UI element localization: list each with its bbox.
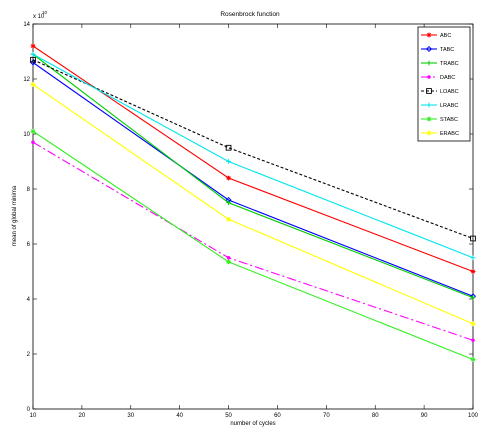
y-tick-label: 8 [27, 187, 31, 193]
y-tick-label: 0 [27, 407, 31, 413]
data-point [225, 144, 232, 151]
legend-box [417, 26, 471, 142]
chart-title: Rosenbrock function [220, 11, 280, 18]
legend-item: STABC [421, 116, 458, 123]
y-tick-label: 6 [27, 242, 31, 248]
legend-item: TABC [421, 45, 454, 53]
data-point [226, 216, 231, 222]
data-point [226, 200, 231, 206]
legend-marker [426, 102, 432, 108]
x-tick-label: 50 [225, 413, 232, 419]
data-point [30, 82, 36, 87]
data-point [470, 357, 476, 362]
data-point [226, 159, 231, 164]
x-tick-label: 40 [176, 413, 183, 419]
y-tick-label: 12 [23, 77, 30, 83]
data-point [471, 338, 475, 343]
legend-marker [426, 60, 432, 66]
series-erabc [30, 82, 476, 327]
x-axis-label: number of cycles [230, 421, 275, 427]
data-point [470, 321, 476, 327]
series-layer [29, 43, 477, 362]
series-line [32, 59, 474, 240]
data-point [30, 51, 36, 57]
series-line [32, 62, 474, 297]
x-tick-label: 60 [274, 413, 281, 419]
x-tick-label: 30 [127, 413, 134, 419]
x-axis: 10 20 30 40 50 60 70 80 90 100 [30, 24, 479, 419]
legend-label: LOABC [440, 89, 459, 95]
legend-marker [426, 88, 432, 94]
legend-label: TRABC [440, 61, 459, 67]
data-point [226, 259, 231, 265]
exponent-base: x 10 [33, 14, 45, 20]
x-tick-label: 90 [421, 413, 428, 419]
legend-item: LOABC [421, 88, 459, 95]
data-point [470, 255, 476, 261]
exponent-label: x 10 10 [33, 10, 48, 20]
data-point [31, 140, 35, 145]
data-point [470, 269, 476, 274]
data-point [470, 235, 476, 242]
legend-marker [426, 32, 432, 38]
legend: ABC TABC TRABC DABC LOABC LRABC STABC ERABC [417, 26, 471, 142]
data-point [226, 175, 231, 181]
series-dabc [31, 140, 475, 343]
y-tick-label: 10 [23, 132, 30, 138]
legend-item: LRABC [421, 102, 458, 109]
legend-label: ABC [440, 33, 451, 39]
legend-marker [426, 130, 432, 136]
y-tick-label: 14 [23, 22, 30, 28]
legend-marker [427, 75, 431, 79]
x-tick-label: 80 [372, 413, 379, 419]
y-tick-label: 2 [27, 352, 31, 358]
data-point [470, 295, 476, 301]
y-axis-label: mean of global minima [12, 185, 18, 246]
legend-item: TRABC [421, 60, 459, 67]
series-lrabc [30, 51, 476, 261]
data-point [30, 56, 36, 63]
legend-label: ERABC [440, 131, 459, 137]
data-point [30, 43, 36, 49]
legend-item: ERABC [421, 130, 459, 137]
data-point [30, 128, 36, 134]
legend-label: STABC [440, 117, 458, 123]
series-stabc [30, 128, 476, 362]
y-axis: 0 2 4 6 8 10 12 14 [23, 22, 473, 413]
x-tick-label: 70 [323, 413, 330, 419]
legend-label: LRABC [440, 103, 458, 109]
y-tick-label: 4 [27, 297, 31, 303]
legend-label: DABC [440, 75, 455, 81]
x-tick-label: 20 [79, 413, 86, 419]
legend-item: DABC [421, 75, 455, 81]
x-tick-label: 100 [468, 413, 479, 419]
legend-item: ABC [421, 32, 451, 39]
legend-label: TABC [440, 47, 454, 53]
data-point [226, 255, 231, 260]
series-loabc [30, 56, 476, 242]
legend-marker [425, 45, 433, 53]
x-tick-label: 10 [30, 413, 37, 419]
exponent-power: 10 [42, 10, 48, 15]
legend-marker [426, 116, 432, 122]
plot-area [32, 23, 474, 410]
